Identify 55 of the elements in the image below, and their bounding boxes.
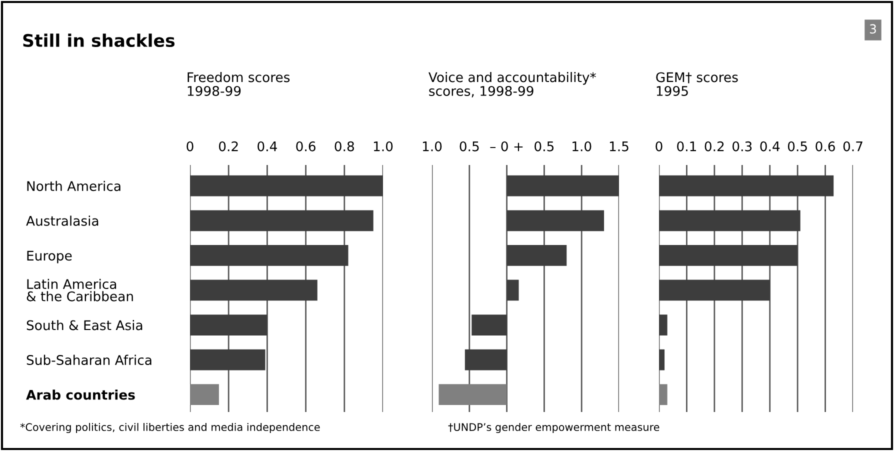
bar	[659, 280, 770, 301]
bar	[464, 349, 507, 370]
chart-subtitle: GEM† scores 1995	[656, 72, 738, 96]
x-tick-label: 0.7	[843, 141, 862, 152]
bar	[659, 314, 668, 336]
y-tick-label: North America	[27, 180, 120, 192]
x-tick-label: 0.2	[218, 141, 238, 152]
bar	[659, 245, 798, 266]
bar	[190, 210, 374, 232]
bar	[190, 349, 266, 370]
bar	[190, 384, 219, 406]
y-tick-label: Arab countries	[26, 390, 135, 400]
x-tick-label: 0.8	[334, 141, 354, 152]
bar	[472, 314, 507, 336]
bar	[506, 210, 604, 232]
x-tick-label: 0.3	[732, 141, 752, 152]
bar	[190, 314, 268, 336]
chart-subtitle: Voice and accountability* scores, 1998-99	[428, 72, 596, 98]
bar	[190, 280, 318, 301]
chart-subtitle: Freedom scores 1998-99	[188, 72, 290, 96]
x-tick-label: 0.4	[760, 141, 780, 152]
y-tick-label: Latin America & the Caribbean	[26, 278, 133, 302]
x-tick-label: 0.2	[704, 141, 724, 152]
x-tick-label: 0.5	[534, 141, 554, 152]
text: 3	[870, 24, 876, 34]
x-tick-label: 0.1	[677, 141, 696, 152]
bar	[506, 280, 519, 301]
x-tick-label: 0	[656, 141, 662, 152]
y-tick-label: Europe	[27, 250, 72, 264]
bar	[190, 175, 383, 196]
bar	[659, 210, 800, 232]
x-tick-label: 0.6	[296, 141, 316, 152]
x-tick-label: 1.5	[610, 142, 628, 152]
text: †UNDP’s gender empowerment measure	[448, 422, 660, 434]
bar	[438, 384, 507, 406]
x-tick-label: 0	[186, 141, 194, 152]
x-tick-label: 1.0	[572, 141, 592, 152]
x-tick-label: – 0 +	[490, 141, 523, 152]
y-tick-label: South & East Asia	[26, 320, 142, 330]
x-tick-label: 0.6	[816, 141, 835, 152]
bar	[659, 175, 834, 196]
y-tick-label: Australasia	[26, 216, 98, 226]
x-tick-label: 1.0	[422, 141, 442, 152]
text: *Covering politics, civil liberties and media independence	[20, 422, 320, 434]
bar	[506, 245, 567, 266]
bar	[659, 384, 668, 406]
x-tick-label: 1.0	[374, 141, 393, 152]
x-tick-label: 0.5	[460, 141, 479, 152]
bar	[659, 349, 665, 370]
chart-title: Still in shackles	[23, 34, 175, 48]
x-tick-label: 0.5	[788, 141, 807, 152]
bar	[506, 175, 619, 196]
bar	[190, 245, 348, 266]
x-tick-label: 0.4	[258, 141, 277, 152]
y-tick-label: Sub-Saharan Africa	[26, 354, 152, 366]
